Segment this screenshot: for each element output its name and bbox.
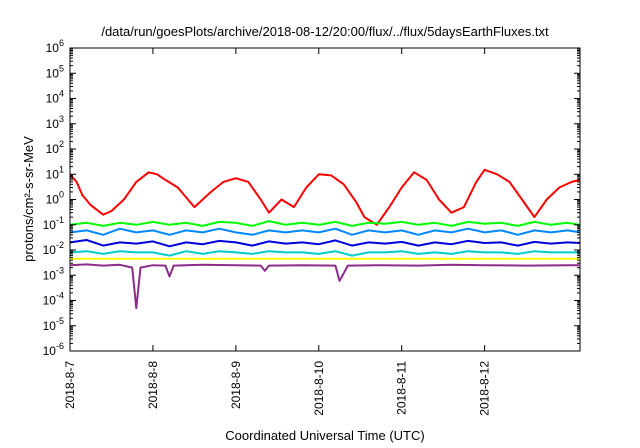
y-tick-label: 104: [46, 89, 64, 106]
x-axis-label: Coordinated Universal Time (UTC): [225, 428, 424, 443]
x-tick-label: 2018-8-11: [395, 361, 409, 415]
y-tick-label: 103: [46, 114, 64, 131]
y-tick-label: 10-4: [43, 291, 64, 308]
x-axis: 2018-8-7 2018-8-8 2018-8-9 2018-8-10 2018-8-…: [63, 48, 492, 416]
y-axis: 10-6 10-5 10-4 10-3 10-2 10-1 100 101 102 103 104 1…: [43, 38, 580, 358]
series-layer: [69, 168, 581, 310]
series-line-3: [69, 227, 581, 236]
y-axis-label: protons/cm²-s-sr-MeV: [21, 136, 36, 262]
y-tick-label: 106: [46, 38, 64, 55]
chart-title: /data/run/goesPlots/archive/2018-08-12/2…: [101, 24, 549, 39]
y-tick-label: 10-5: [43, 316, 64, 333]
x-tick-label: 2018-8-10: [312, 361, 326, 416]
series-line-4: [69, 239, 581, 248]
y-tick-label: 105: [46, 63, 64, 80]
x-tick-label: 2018-8-7: [63, 361, 77, 409]
plot-area: [69, 47, 581, 352]
x-tick-label: 2018-8-9: [229, 361, 243, 409]
series-line-7: [69, 263, 580, 310]
x-tick-label: 2018-8-8: [146, 361, 160, 409]
y-tick-label: 100: [46, 190, 64, 207]
plot-frame: [69, 47, 581, 352]
y-tick-label: 101: [46, 164, 64, 181]
series-line-1: [69, 168, 581, 226]
y-tick-label: 10-2: [43, 240, 64, 257]
y-tick-label: 10-6: [43, 341, 64, 358]
y-tick-label: 102: [46, 139, 64, 156]
y-tick-label: 10-1: [43, 215, 64, 232]
x-tick-label: 2018-8-12: [478, 361, 492, 416]
series-line-2: [69, 220, 581, 227]
y-tick-label: 10-3: [43, 265, 64, 282]
series-line-5: [69, 250, 580, 257]
